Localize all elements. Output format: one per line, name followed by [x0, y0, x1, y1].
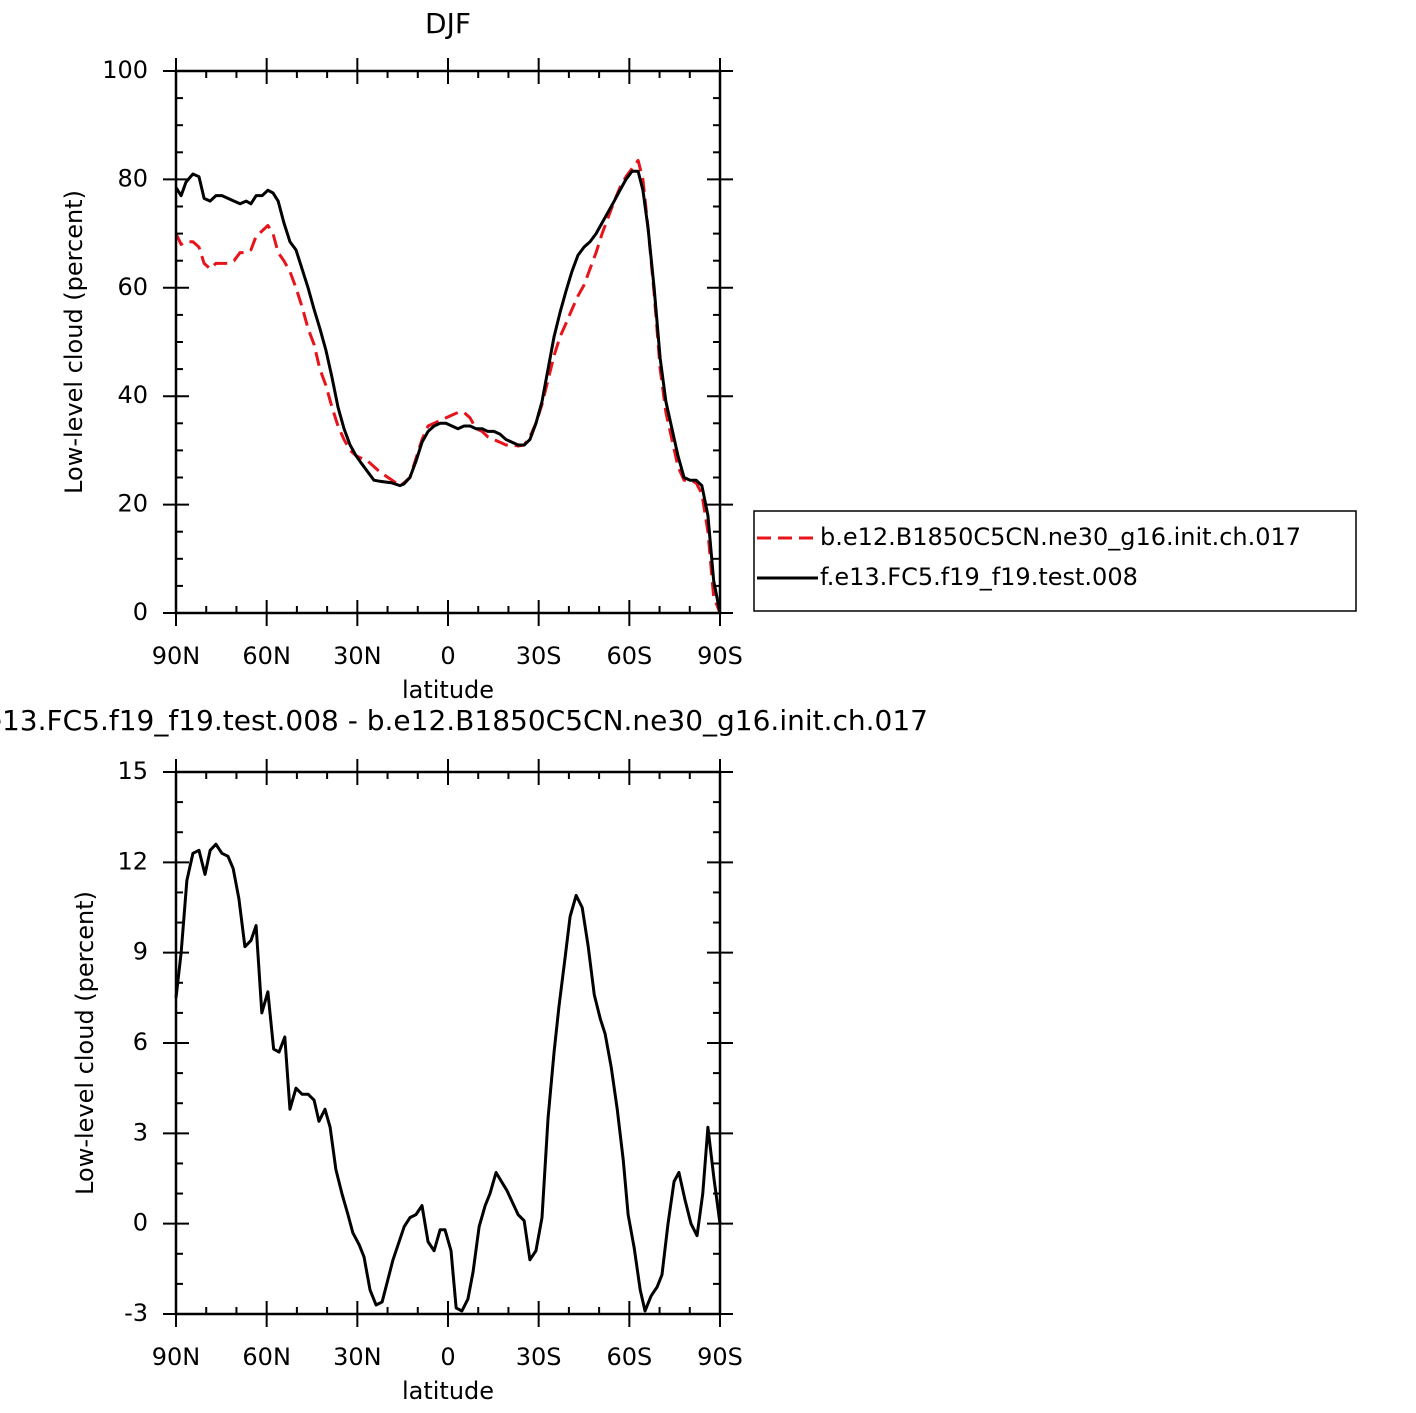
legend-label: f.e13.FC5.f19_f19.test.008 [820, 563, 1138, 591]
chart-title: DJF [425, 7, 471, 40]
data-line [174, 842, 722, 1313]
x-tick-label: 60N [242, 642, 291, 670]
x-axis-label: latitude [402, 676, 494, 704]
y-tick-label: 80 [117, 164, 148, 192]
x-tick-label: 90S [697, 642, 743, 670]
x-axis-label: latitude [402, 1377, 494, 1405]
y-tick-label: 0 [133, 598, 148, 626]
x-tick-label: 30S [516, 642, 562, 670]
y-tick-label: 12 [117, 847, 148, 875]
x-tick-label: 0 [440, 642, 455, 670]
y-tick-label: 60 [117, 273, 148, 301]
y-tick-label: 9 [133, 938, 148, 966]
data-line [174, 169, 722, 614]
chart-title: f.e13.FC5.f19_f19.test.008 - b.e12.B1850… [0, 704, 928, 737]
x-tick-label: 90S [697, 1343, 743, 1371]
y-tick-label: 0 [133, 1209, 148, 1237]
x-tick-label: 0 [440, 1343, 455, 1371]
y-tick-label: 6 [133, 1028, 148, 1056]
data-line [174, 158, 722, 614]
x-tick-label: 60S [606, 642, 652, 670]
y-axis-label: Low-level cloud (percent) [60, 190, 88, 494]
legend-box [753, 510, 1357, 612]
y-tick-label: 20 [117, 490, 148, 518]
plot-frame [174, 69, 722, 615]
legend-label: b.e12.B1850C5CN.ne30_g16.init.ch.017 [820, 523, 1301, 551]
x-tick-label: 60S [606, 1343, 652, 1371]
y-axis-label: Low-level cloud (percent) [71, 891, 99, 1195]
plot-frame [174, 770, 722, 1316]
y-tick-label: 3 [133, 1118, 148, 1146]
y-tick-label: 15 [117, 757, 148, 785]
x-tick-label: 60N [242, 1343, 291, 1371]
x-tick-label: 30S [516, 1343, 562, 1371]
y-tick-label: 100 [102, 56, 148, 84]
x-tick-label: 30N [333, 642, 382, 670]
y-tick-label: 40 [117, 381, 148, 409]
x-tick-label: 30N [333, 1343, 382, 1371]
x-tick-label: 90N [152, 642, 201, 670]
y-tick-label: -3 [124, 1299, 148, 1327]
x-tick-label: 90N [152, 1343, 201, 1371]
